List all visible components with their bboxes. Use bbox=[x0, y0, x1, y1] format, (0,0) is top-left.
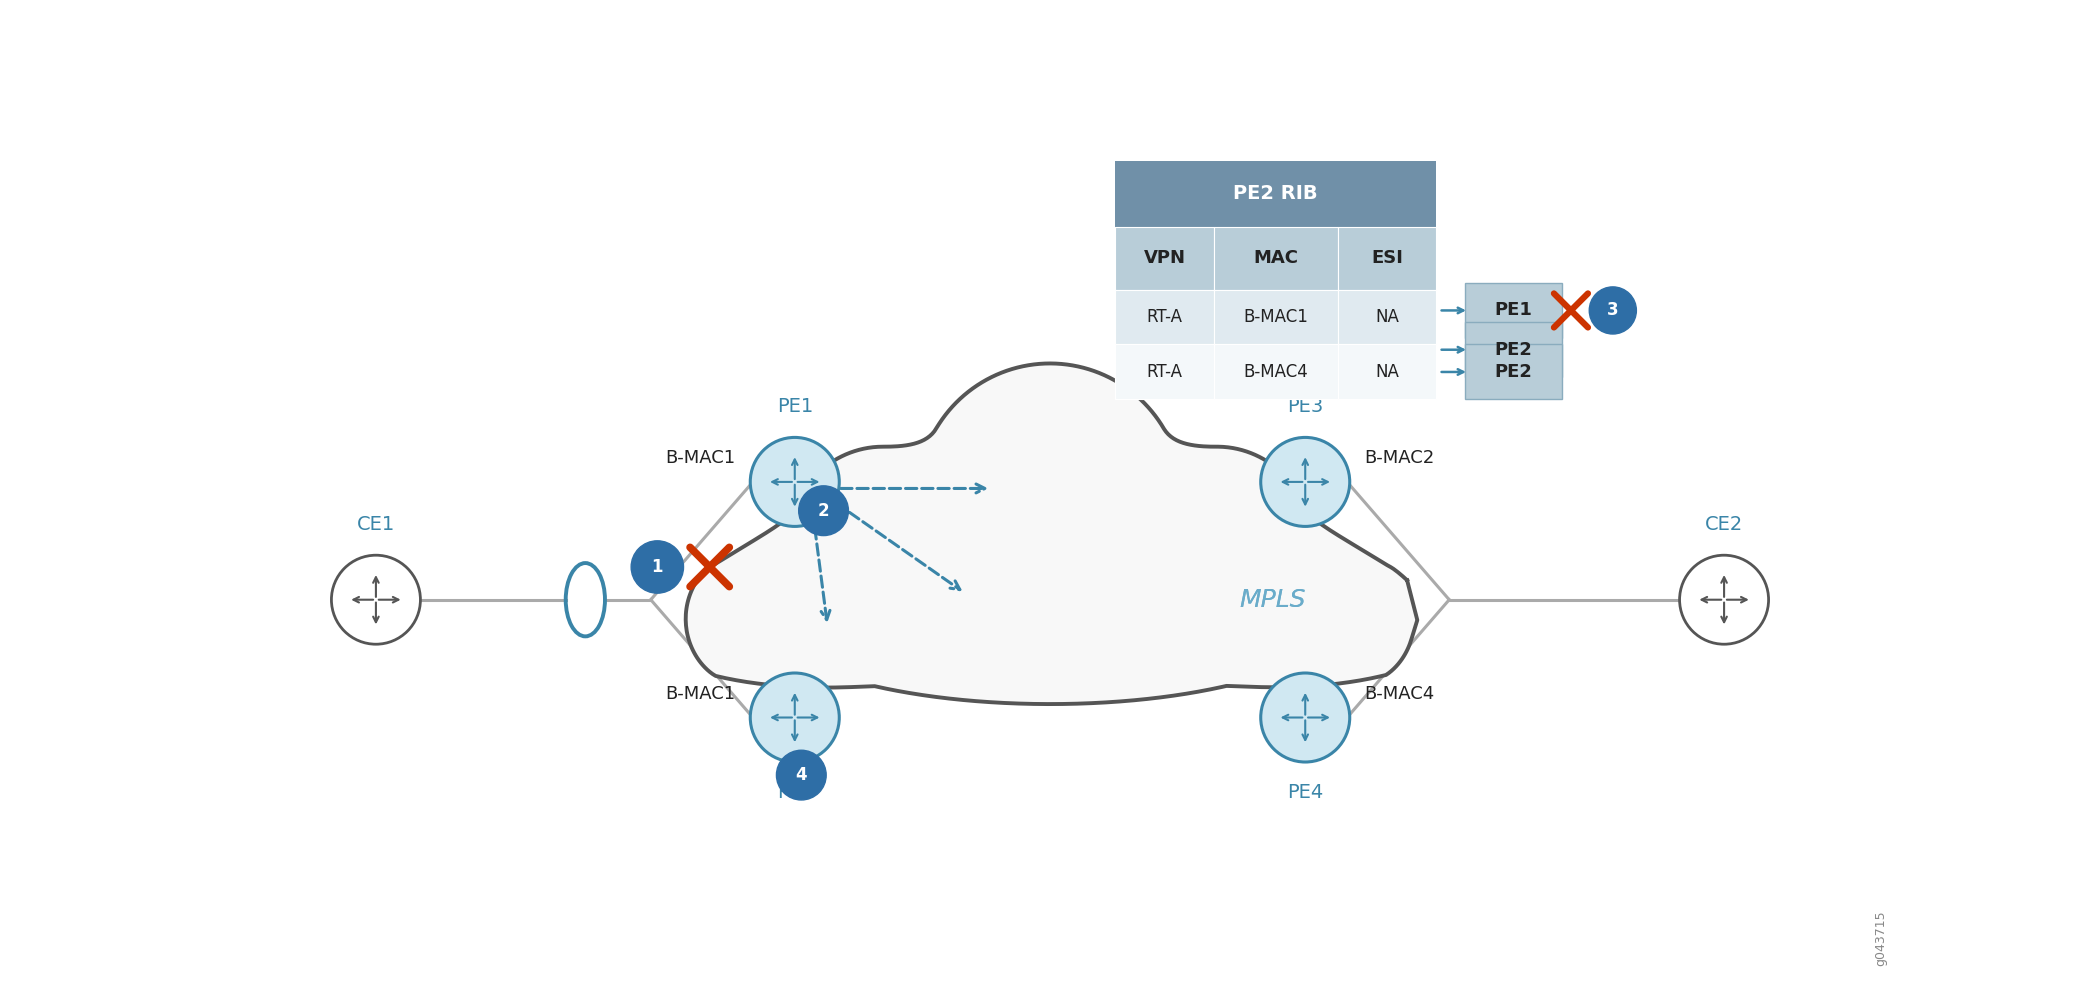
Text: 3: 3 bbox=[1606, 301, 1619, 320]
FancyBboxPatch shape bbox=[1466, 345, 1562, 399]
Text: RT-A: RT-A bbox=[1147, 308, 1182, 326]
Text: PE2: PE2 bbox=[777, 783, 813, 802]
FancyBboxPatch shape bbox=[1214, 289, 1338, 345]
Text: B-MAC4: B-MAC4 bbox=[1243, 363, 1308, 381]
Text: MPLS: MPLS bbox=[1239, 588, 1306, 612]
Circle shape bbox=[1260, 438, 1350, 527]
Text: PE2: PE2 bbox=[1495, 341, 1533, 358]
Circle shape bbox=[1260, 673, 1350, 762]
FancyBboxPatch shape bbox=[1466, 283, 1562, 338]
FancyBboxPatch shape bbox=[1214, 345, 1338, 399]
Circle shape bbox=[750, 673, 840, 762]
Text: MAC: MAC bbox=[1254, 249, 1298, 267]
Text: PE3: PE3 bbox=[1287, 397, 1323, 417]
Text: NA: NA bbox=[1376, 308, 1399, 326]
Text: CE1: CE1 bbox=[357, 515, 395, 535]
FancyBboxPatch shape bbox=[1338, 227, 1436, 289]
Text: PE2: PE2 bbox=[1495, 363, 1533, 381]
Text: 4: 4 bbox=[796, 766, 806, 784]
Text: VPN: VPN bbox=[1144, 249, 1186, 267]
Text: 1: 1 bbox=[651, 558, 664, 576]
Polygon shape bbox=[687, 363, 1418, 704]
Text: B-MAC1: B-MAC1 bbox=[666, 449, 735, 467]
Circle shape bbox=[777, 750, 825, 800]
FancyBboxPatch shape bbox=[1338, 289, 1436, 345]
Text: B-MAC1: B-MAC1 bbox=[666, 685, 735, 703]
Text: MPLS: MPLS bbox=[1239, 588, 1306, 612]
Circle shape bbox=[750, 438, 840, 527]
Text: 2: 2 bbox=[817, 502, 830, 520]
FancyBboxPatch shape bbox=[1115, 227, 1214, 289]
Circle shape bbox=[332, 555, 420, 644]
Text: ESI: ESI bbox=[1371, 249, 1403, 267]
Text: B-MAC4: B-MAC4 bbox=[1365, 685, 1434, 703]
FancyArrowPatch shape bbox=[815, 528, 830, 620]
FancyBboxPatch shape bbox=[1338, 345, 1436, 399]
Circle shape bbox=[632, 541, 683, 593]
Circle shape bbox=[1680, 555, 1768, 644]
FancyBboxPatch shape bbox=[1115, 289, 1214, 345]
Text: B-MAC2: B-MAC2 bbox=[1365, 449, 1434, 467]
FancyBboxPatch shape bbox=[1115, 345, 1214, 399]
Text: PE4: PE4 bbox=[1287, 783, 1323, 802]
Circle shape bbox=[798, 486, 848, 536]
FancyArrowPatch shape bbox=[840, 484, 985, 493]
Text: B-MAC1: B-MAC1 bbox=[1243, 308, 1308, 326]
Text: g043715: g043715 bbox=[1875, 911, 1888, 966]
FancyBboxPatch shape bbox=[1115, 161, 1436, 227]
FancyBboxPatch shape bbox=[1466, 322, 1562, 377]
Text: PE1: PE1 bbox=[1495, 301, 1533, 320]
Text: PE1: PE1 bbox=[777, 397, 813, 417]
FancyArrowPatch shape bbox=[836, 503, 960, 590]
Circle shape bbox=[1590, 287, 1636, 334]
Text: RT-A: RT-A bbox=[1147, 363, 1182, 381]
Text: PE2 RIB: PE2 RIB bbox=[1233, 184, 1319, 204]
Text: CE2: CE2 bbox=[1705, 515, 1743, 535]
FancyBboxPatch shape bbox=[1214, 227, 1338, 289]
Text: NA: NA bbox=[1376, 363, 1399, 381]
